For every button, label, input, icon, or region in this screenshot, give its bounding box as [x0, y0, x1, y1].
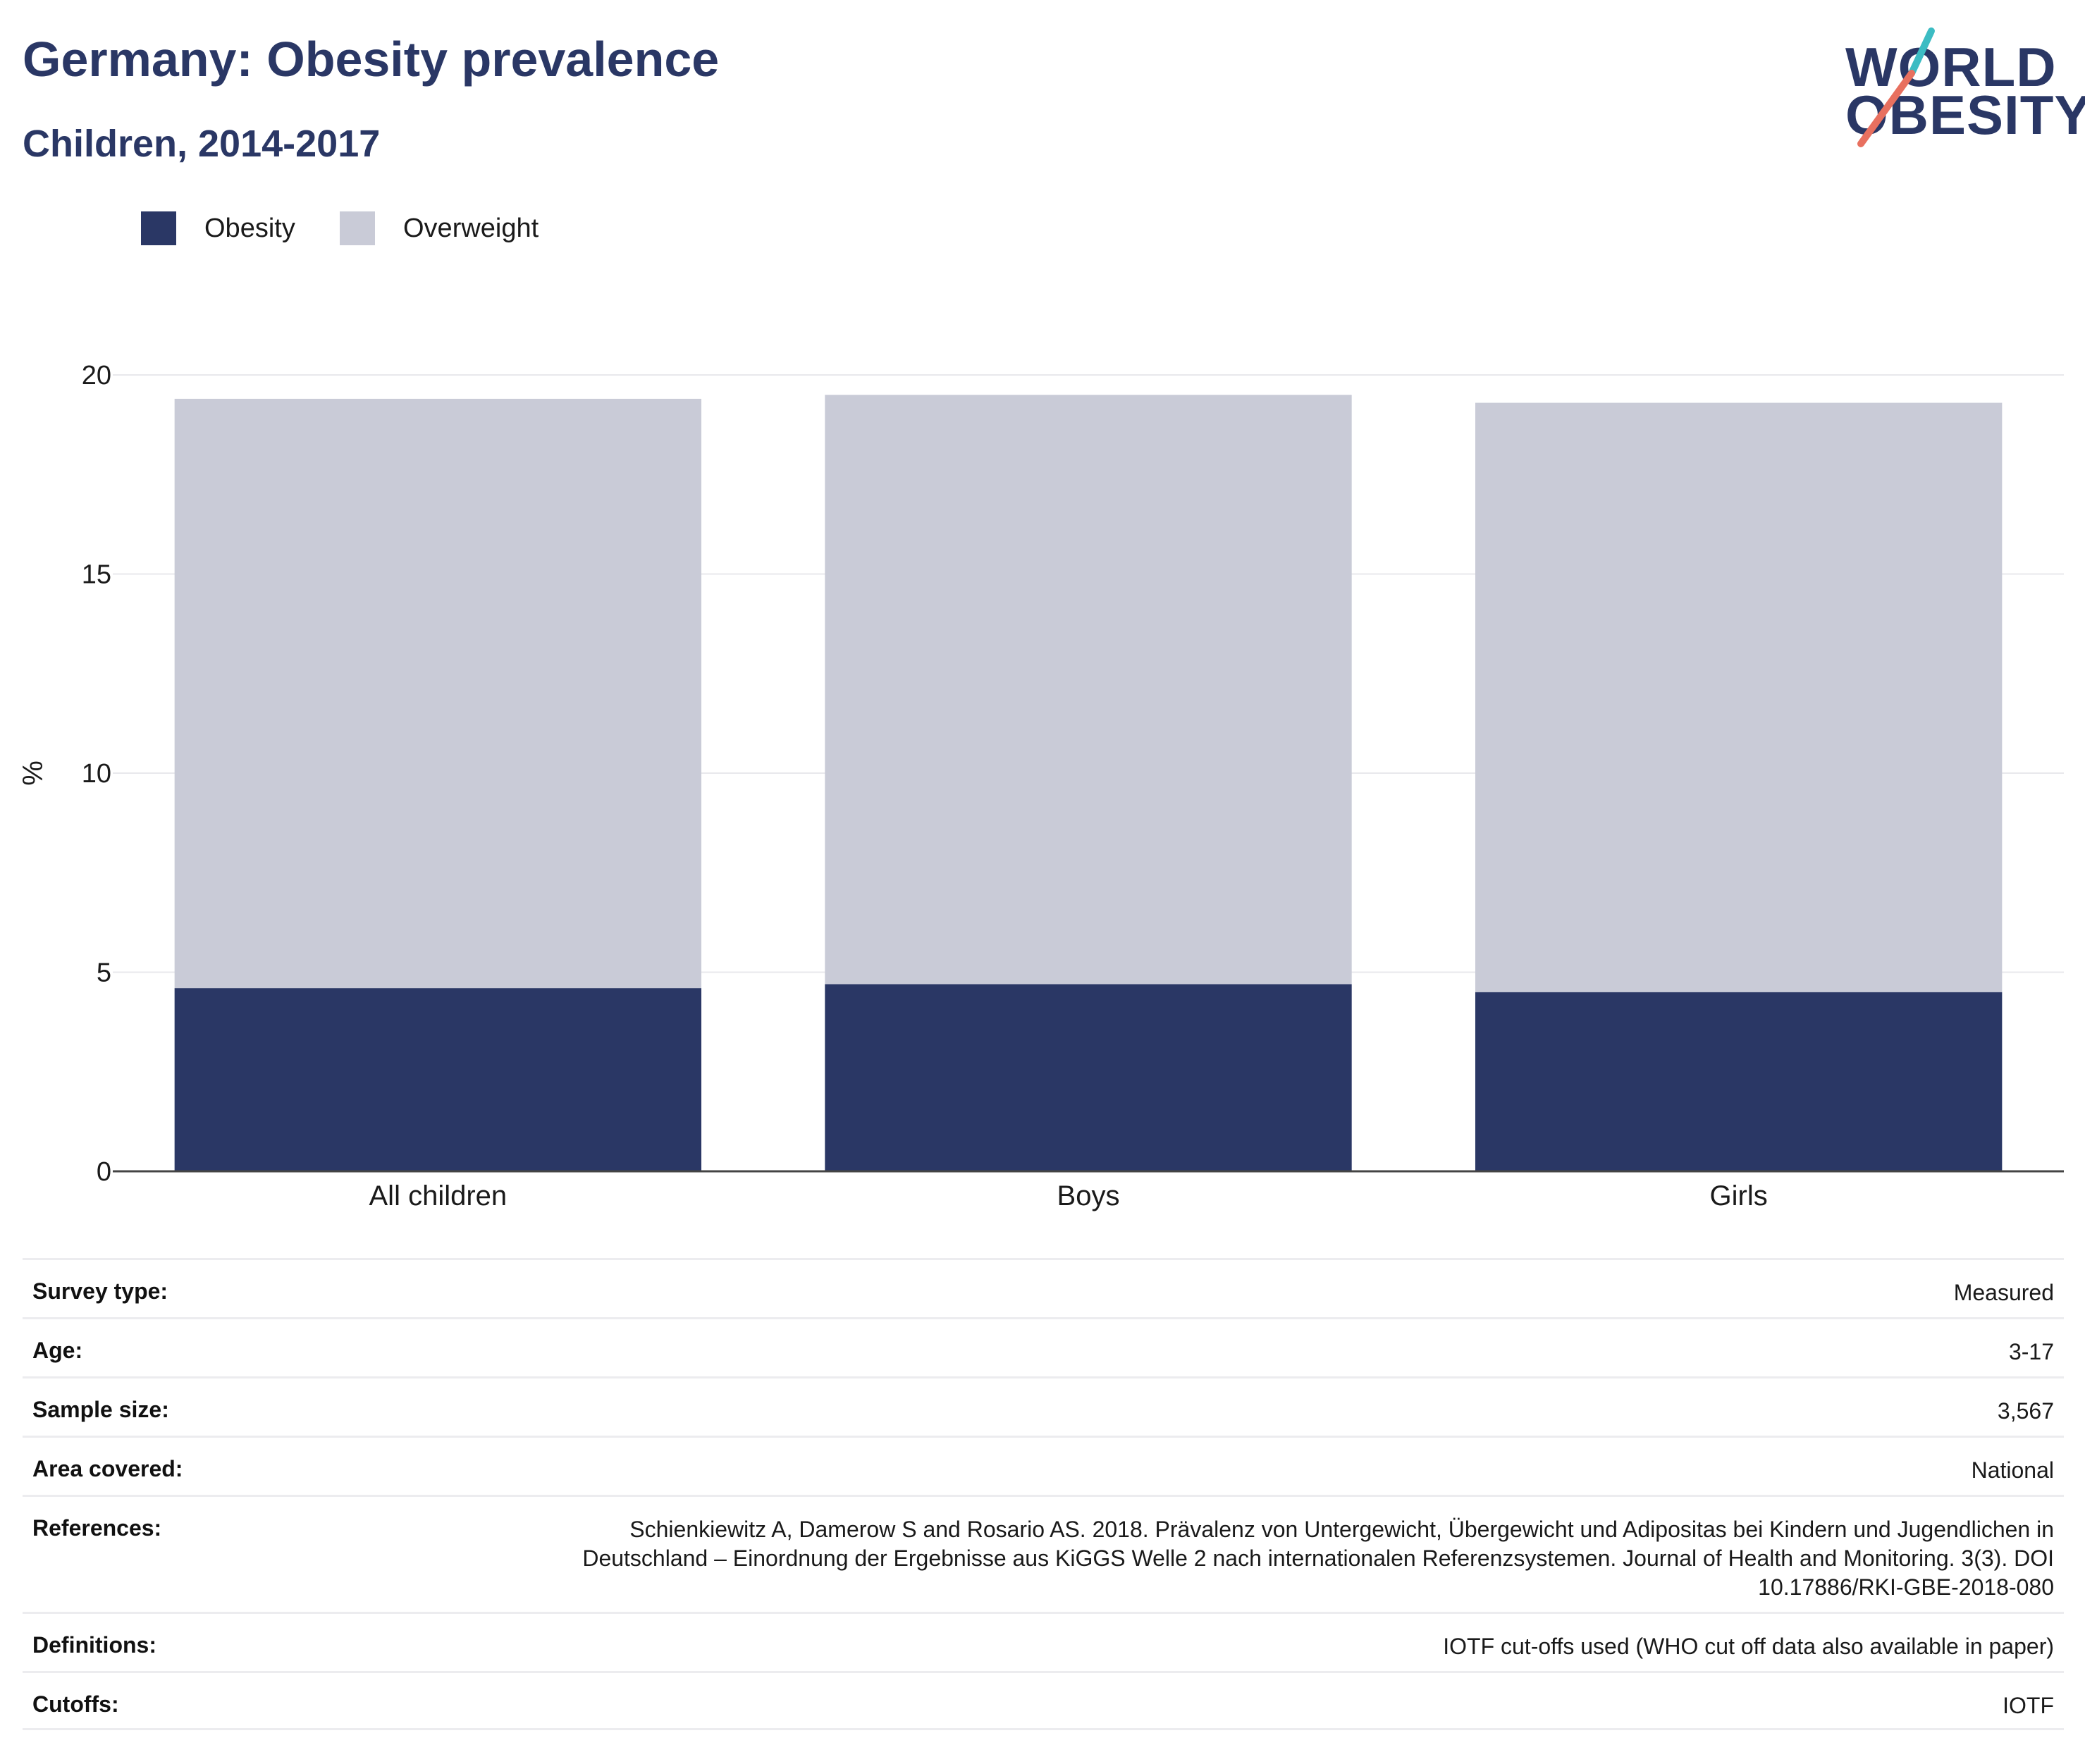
meta-row: Sample size: 3,567: [23, 1376, 2064, 1436]
legend-label-obesity: Obesity: [204, 214, 295, 243]
logo-slash-icon: [1857, 27, 1935, 147]
bar-obesity-girls: [1475, 992, 2003, 1171]
y-tick-label-0: 0: [97, 1157, 111, 1187]
meta-key: Definitions:: [32, 1632, 156, 1658]
meta-key: References:: [32, 1515, 162, 1541]
legend-swatch-obesity: [141, 211, 176, 245]
bar-overweight-boys: [825, 395, 1352, 985]
meta-value: Schienkiewitz A, Damerow S and Rosario A…: [582, 1517, 2054, 1600]
meta-value: 3,567: [1997, 1398, 2054, 1424]
bar-overweight-girls: [1475, 402, 2003, 992]
meta-row: Cutoffs: IOTF: [23, 1671, 2064, 1730]
meta-value: IOTF: [2003, 1693, 2054, 1718]
x-tick-label-girls: Girls: [1710, 1180, 1768, 1211]
meta-row: Age: 3-17: [23, 1317, 2064, 1376]
y-tick-label-20: 20: [82, 361, 111, 390]
y-tick-label-5: 5: [97, 958, 111, 988]
y-tick-label-15: 15: [82, 560, 111, 590]
meta-value: Measured: [1953, 1280, 2054, 1305]
legend-swatch-overweight: [340, 211, 375, 245]
meta-value: 3-17: [2008, 1339, 2054, 1364]
survey-details-table: Survey type: Measured Age: 3-17 Sample size:…: [23, 1258, 2064, 1730]
meta-key: Cutoffs:: [32, 1691, 119, 1717]
x-tick-label-boys: Boys: [1057, 1180, 1120, 1211]
x-tick-label-all-children: All children: [369, 1180, 508, 1211]
stacked-bar-chart: 0 5 10 15 20% All children Boys Girls: [18, 361, 2064, 1211]
bar-overweight-all-children: [174, 398, 702, 989]
meta-key: Sample size:: [32, 1397, 169, 1422]
chart-title: Germany: Obesity prevalence: [23, 32, 720, 87]
legend-label-overweight: Overweight: [403, 214, 539, 243]
chart-subtitle: Children, 2014-2017: [23, 123, 381, 165]
meta-key: Age:: [32, 1338, 83, 1363]
meta-row: Survey type: Measured: [23, 1258, 2064, 1317]
world-obesity-logo: WORLD OBESITY: [1833, 17, 2085, 151]
bar-obesity-all-children: [174, 988, 702, 1171]
meta-row: Definitions: IOTF cut-offs used (WHO cut …: [23, 1612, 2064, 1671]
meta-key: Survey type:: [32, 1278, 168, 1304]
y-axis-label: %: [18, 760, 49, 786]
meta-value: IOTF cut-offs used (WHO cut off data als…: [1443, 1634, 2054, 1659]
meta-key: Area covered:: [32, 1456, 183, 1481]
meta-row: References: Schienkiewitz A, Damerow S an…: [23, 1495, 2064, 1612]
logo-text-line1: WORLD: [1845, 36, 2057, 98]
bar-obesity-boys: [825, 984, 1352, 1171]
meta-value: National: [1971, 1457, 2054, 1483]
meta-row: Area covered: National: [23, 1436, 2064, 1495]
y-tick-label-10: 10: [82, 759, 111, 789]
